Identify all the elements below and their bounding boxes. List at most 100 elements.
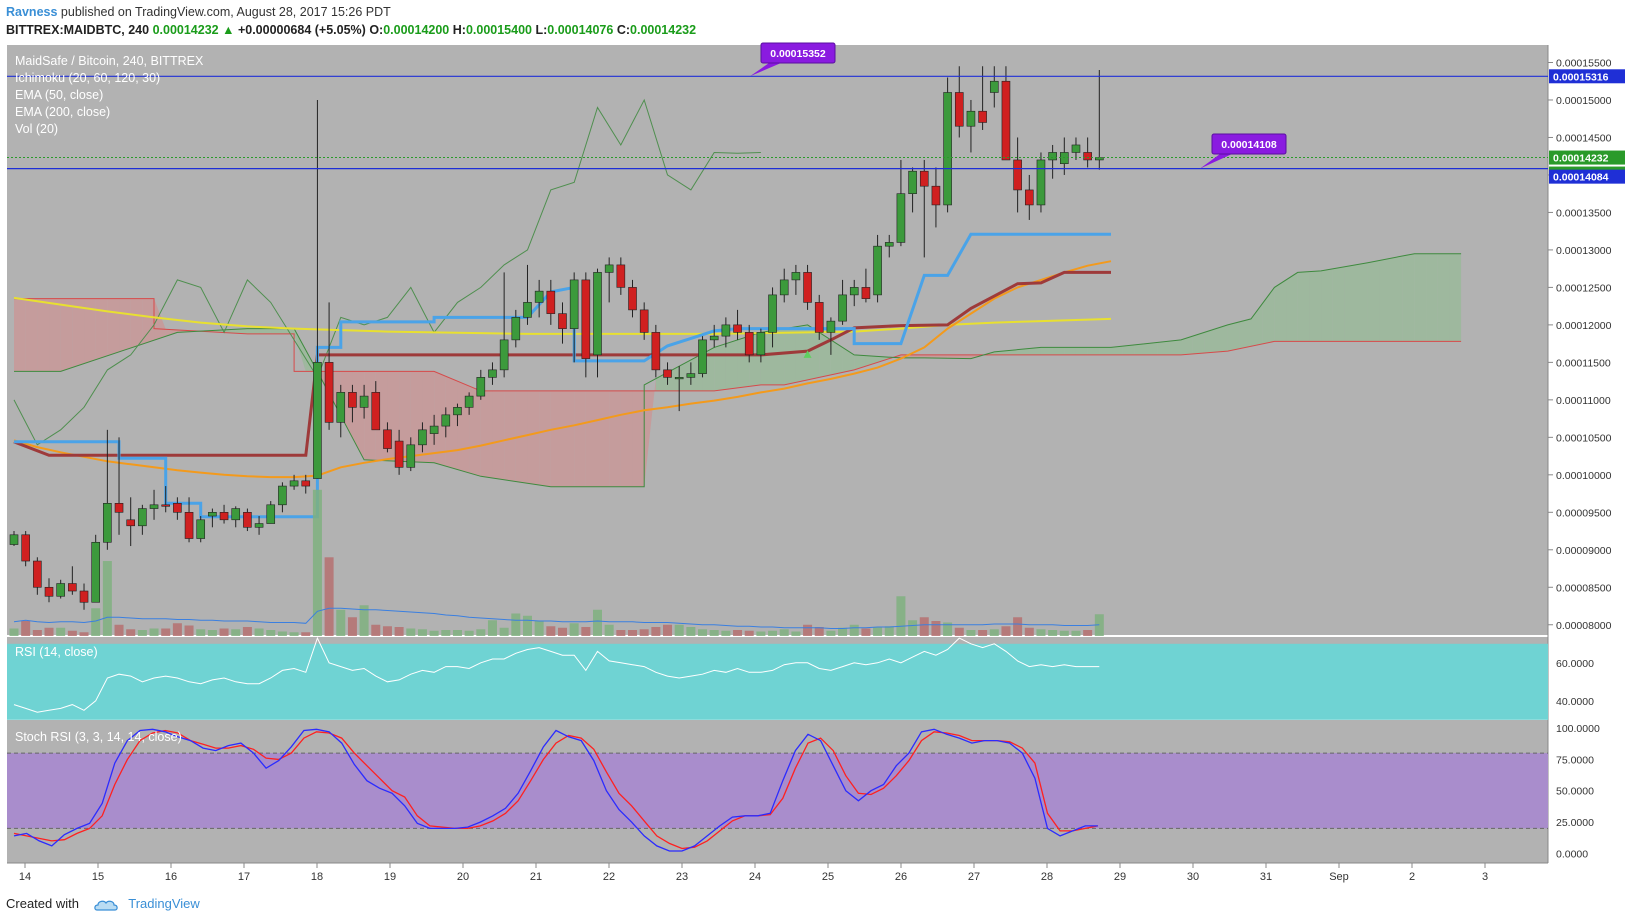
candle-body xyxy=(721,324,731,337)
candle-body xyxy=(476,377,486,397)
indicator-ichimoku: Ichimoku (20, 60, 120, 30) xyxy=(15,71,160,85)
volume-bar xyxy=(838,627,848,636)
stoch-title: Stoch RSI (3, 3, 14, 14, close) xyxy=(15,730,182,744)
stoch-tick-label: 100.0000 xyxy=(1556,723,1600,735)
volume-bar xyxy=(21,621,31,636)
candle-body xyxy=(68,583,77,592)
y-tick-label: 0.00014500 xyxy=(1556,132,1612,144)
symbol-line: BITTREX:MAIDBTC, 240 0.00014232 ▲ +0.000… xyxy=(6,23,696,37)
callout-bottom: 0.00014108 xyxy=(1221,139,1277,151)
x-tick-label: 18 xyxy=(311,871,323,883)
y-tick-label: 0.00015500 xyxy=(1556,57,1612,69)
y-tick-label: 0.00008500 xyxy=(1556,582,1612,594)
candle-body xyxy=(499,339,509,371)
candle-body xyxy=(359,395,369,408)
candle-body xyxy=(488,369,497,378)
ichimoku-cloud-segment xyxy=(1204,328,1217,353)
volume-bar xyxy=(277,631,287,636)
ichimoku-cloud-segment xyxy=(1181,336,1193,355)
price-tag-bottom: 0.00014084 xyxy=(1553,172,1609,184)
candle-body xyxy=(698,339,707,374)
candle-body xyxy=(278,485,287,506)
x-tick-label: 16 xyxy=(165,871,177,883)
volume-bar xyxy=(371,624,381,636)
volume-bar xyxy=(803,624,813,636)
candle-body xyxy=(604,264,614,273)
volume-bar xyxy=(219,628,229,636)
candle-body xyxy=(126,519,135,527)
price-tag-bottom-bg xyxy=(1549,169,1625,184)
ichimoku-cloud-segment xyxy=(84,298,96,364)
volume-bar xyxy=(452,630,462,636)
candle-body xyxy=(1036,159,1046,206)
candle-body xyxy=(91,541,100,603)
volume-bar xyxy=(1071,630,1081,636)
ichimoku-cloud-segment xyxy=(539,390,551,487)
volume-bar xyxy=(487,620,497,636)
ichimoku-cloud-segment xyxy=(865,355,878,367)
volume-bar xyxy=(1036,629,1046,636)
up-arrow-icon: ▲ xyxy=(222,23,235,37)
y-tick-label: 0.00011000 xyxy=(1556,395,1611,407)
volume-bar xyxy=(114,624,124,636)
ichimoku-cloud-segment xyxy=(1017,348,1030,355)
x-tick-label: 21 xyxy=(530,871,542,883)
candle-body xyxy=(849,287,859,296)
candle-body xyxy=(1060,152,1069,165)
author-link[interactable]: Ravness xyxy=(6,5,58,19)
volume-bar xyxy=(639,629,649,636)
low-label: L: xyxy=(535,23,548,37)
ichimoku-cloud-segment xyxy=(644,378,656,487)
candle-body xyxy=(978,110,987,123)
x-tick-label: 23 xyxy=(676,871,688,883)
chikou-span xyxy=(13,98,761,446)
callout-bottom-pointer xyxy=(1200,154,1232,169)
price-tag-current-bg xyxy=(1549,150,1625,165)
ichimoku-cloud-segment xyxy=(1274,279,1287,342)
x-tick-label: 29 xyxy=(1114,871,1126,883)
ichimoku-cloud-segment xyxy=(1169,339,1181,355)
candle-body xyxy=(371,392,381,431)
symbol-label: BITTREX:MAIDBTC, 240 xyxy=(6,23,150,37)
candle-body xyxy=(639,309,649,333)
rsi-line xyxy=(13,636,1100,713)
volume-bar xyxy=(873,627,883,636)
volume-bar xyxy=(814,627,824,636)
candle-body xyxy=(663,369,672,378)
volume-bar xyxy=(593,609,602,636)
ichimoku-cloud-segment xyxy=(562,390,575,487)
candle-body xyxy=(383,429,392,449)
candle-body xyxy=(1024,189,1034,206)
ichimoku-cloud-segment xyxy=(947,354,960,359)
candle-body xyxy=(1048,152,1057,161)
volume-bar xyxy=(289,632,299,636)
candle-body xyxy=(453,407,462,416)
candle-body xyxy=(243,512,252,528)
volume-bar xyxy=(79,632,89,636)
stoch-tick-label: 25.0000 xyxy=(1556,817,1594,829)
volume-bar xyxy=(242,627,252,636)
volume-bar xyxy=(954,627,964,636)
candle-body xyxy=(779,279,789,296)
kijun-line xyxy=(14,232,1111,519)
volume-bar xyxy=(382,626,392,636)
ichimoku-cloud-segment xyxy=(1332,266,1345,342)
y-tick-label: 0.00011500 xyxy=(1556,357,1611,369)
y-tick-label: 0.00010500 xyxy=(1556,432,1612,444)
volume-bar xyxy=(511,613,521,636)
ichimoku-cloud-segment xyxy=(235,328,248,334)
low-value: 0.00014076 xyxy=(547,23,614,37)
candle-body xyxy=(1013,159,1022,191)
candle-body xyxy=(628,287,637,311)
candle-body xyxy=(196,519,206,539)
candle-body xyxy=(161,504,171,507)
candle-body xyxy=(208,512,217,517)
ichimoku-cloud-segment xyxy=(399,371,411,462)
volume-bar xyxy=(733,630,743,636)
tradingview-brand-link[interactable]: TradingView xyxy=(128,896,200,911)
candle-body xyxy=(954,92,964,127)
ichimoku-cloud-segment xyxy=(107,298,120,356)
ichimoku-cloud-segment xyxy=(935,354,948,359)
volume-bar xyxy=(207,630,217,636)
